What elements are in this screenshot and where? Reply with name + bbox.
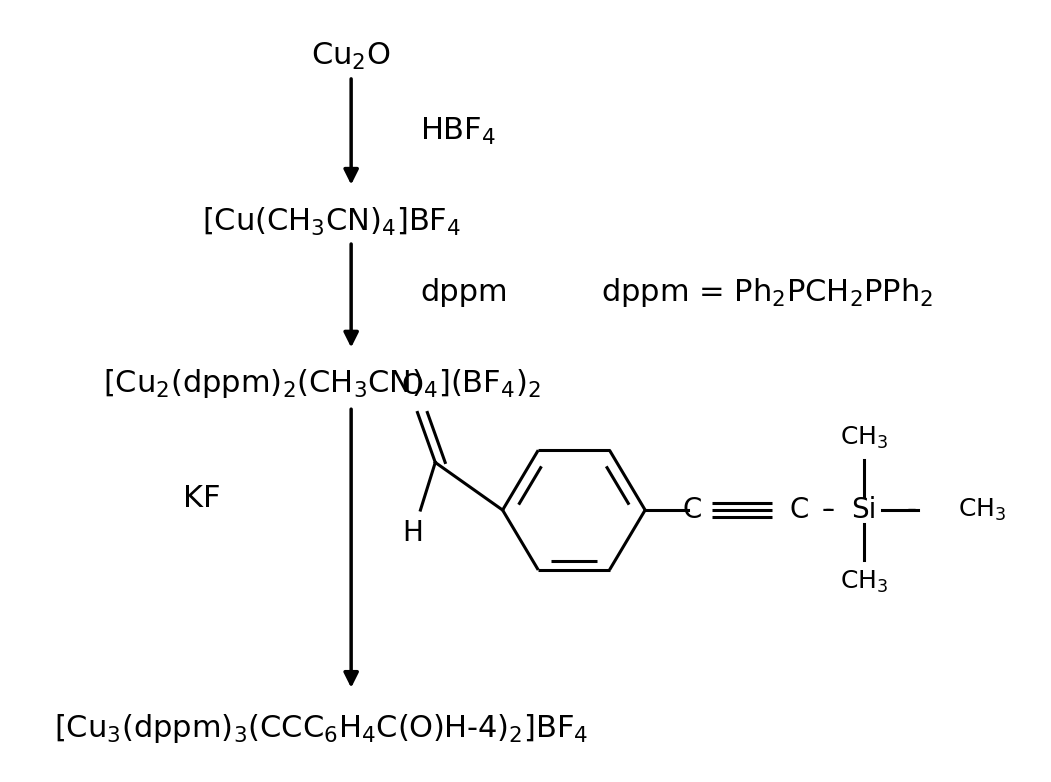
Text: -: - (824, 496, 834, 524)
Text: Si: Si (851, 496, 877, 524)
Text: CH$_3$: CH$_3$ (957, 497, 1006, 523)
Text: Cu$_2$O: Cu$_2$O (311, 41, 391, 73)
Text: [Cu$_2$(dppm)$_2$(CH$_3$CN)$_4$](BF$_4$)$_2$: [Cu$_2$(dppm)$_2$(CH$_3$CN)$_4$](BF$_4$)… (103, 367, 540, 400)
Text: H: H (403, 519, 423, 547)
Text: C: C (790, 496, 809, 524)
Text: C: C (683, 496, 702, 524)
Text: CH$_3$: CH$_3$ (840, 425, 888, 451)
Text: dppm: dppm (420, 278, 508, 307)
Text: KF: KF (183, 484, 221, 513)
Text: HBF$_4$: HBF$_4$ (420, 116, 496, 147)
Text: -: - (906, 496, 916, 524)
Text: CH$_3$: CH$_3$ (840, 569, 888, 595)
Text: [Cu$_3$(dppm)$_3$(CCC$_6$H$_4$C(O)H-4)$_2$]BF$_4$: [Cu$_3$(dppm)$_3$(CCC$_6$H$_4$C(O)H-4)$_… (55, 712, 589, 745)
Text: dppm = Ph$_2$PCH$_2$PPh$_2$: dppm = Ph$_2$PCH$_2$PPh$_2$ (601, 276, 933, 309)
Text: [Cu(CH$_3$CN)$_4$]BF$_4$: [Cu(CH$_3$CN)$_4$]BF$_4$ (202, 206, 461, 238)
Text: O: O (401, 372, 424, 400)
Text: -: - (821, 496, 831, 524)
